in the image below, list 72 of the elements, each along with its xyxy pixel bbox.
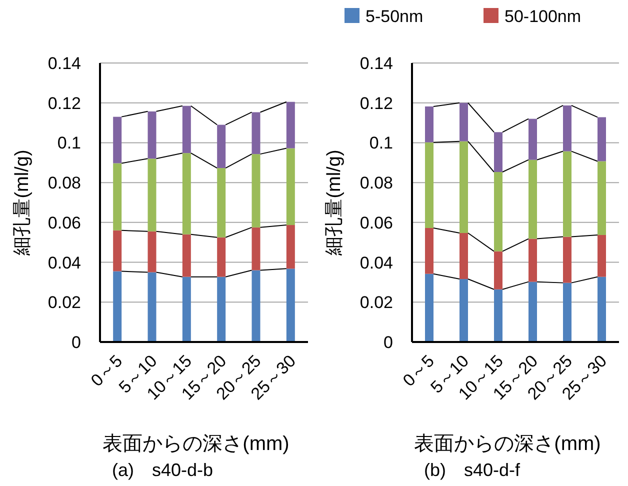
bar — [494, 289, 502, 342]
bar — [286, 268, 295, 342]
bar — [217, 168, 226, 238]
y-tick-label: 0.12 — [48, 94, 81, 113]
y-tick-label: 0.02 — [360, 293, 393, 312]
bar — [563, 105, 572, 152]
bar — [148, 231, 156, 272]
bar — [182, 153, 191, 234]
bar — [494, 172, 502, 252]
y-tick-label: 0.14 — [48, 54, 81, 73]
bar — [425, 274, 434, 342]
bar — [113, 116, 122, 164]
bar — [148, 158, 156, 232]
bar — [563, 282, 572, 342]
bar — [182, 276, 191, 342]
bar — [286, 102, 295, 148]
bar — [598, 117, 606, 162]
bar — [528, 118, 537, 160]
bar — [148, 272, 156, 342]
bar — [252, 227, 260, 270]
y-tick-label: 0.14 — [360, 54, 393, 73]
bar — [494, 251, 502, 290]
bar — [425, 228, 434, 274]
bar — [252, 154, 260, 228]
y-axis-title: 細孔量(ml/g) — [12, 150, 33, 256]
bar — [460, 232, 468, 280]
bar — [217, 124, 226, 168]
x-axis-title: 表面からの深さ(mm) — [414, 433, 601, 455]
bar — [494, 132, 502, 172]
y-axis-title: 細孔量(ml/g) — [324, 150, 345, 256]
y-tick-label: 0.12 — [360, 94, 393, 113]
bar — [182, 106, 191, 154]
y-tick-label: 0.08 — [48, 174, 81, 193]
bar — [286, 225, 295, 269]
y-tick-label: 0.04 — [360, 253, 393, 272]
y-tick-label: 0.06 — [48, 213, 81, 232]
bar — [460, 279, 468, 342]
bar — [598, 276, 606, 342]
bar — [460, 102, 468, 142]
text: (a) s40-d-b — [112, 460, 214, 480]
y-tick-label: 0.04 — [48, 253, 81, 272]
bar — [217, 276, 226, 342]
bar — [113, 163, 122, 230]
bar — [113, 230, 122, 272]
bar — [528, 238, 537, 282]
y-tick-label: 0 — [72, 333, 81, 352]
bar — [182, 234, 191, 277]
y-tick-label: 0.06 — [360, 213, 393, 232]
bar — [425, 142, 434, 228]
bar — [563, 236, 572, 283]
x-axis-title: 表面からの深さ(mm) — [102, 433, 290, 455]
bar — [217, 237, 226, 277]
bar — [286, 148, 295, 226]
bar — [528, 282, 537, 342]
y-tick-label: 0.08 — [360, 174, 393, 193]
bar — [563, 151, 572, 237]
y-tick-label: 0.1 — [57, 134, 81, 153]
bar — [598, 234, 606, 277]
legend-label: 5-50nm — [366, 7, 424, 26]
bar — [252, 112, 260, 154]
bar — [460, 141, 468, 233]
bar — [148, 111, 156, 159]
y-tick-label: 0.02 — [48, 293, 81, 312]
bar — [528, 160, 537, 239]
bar — [252, 270, 260, 342]
bar — [425, 106, 434, 142]
bar — [113, 271, 122, 342]
y-tick-label: 0.1 — [369, 134, 393, 153]
bar — [598, 161, 606, 235]
y-tick-label: 0 — [384, 333, 393, 352]
text: (b) s40-d-f — [424, 460, 522, 480]
legend-label: 50-100nm — [504, 7, 582, 26]
